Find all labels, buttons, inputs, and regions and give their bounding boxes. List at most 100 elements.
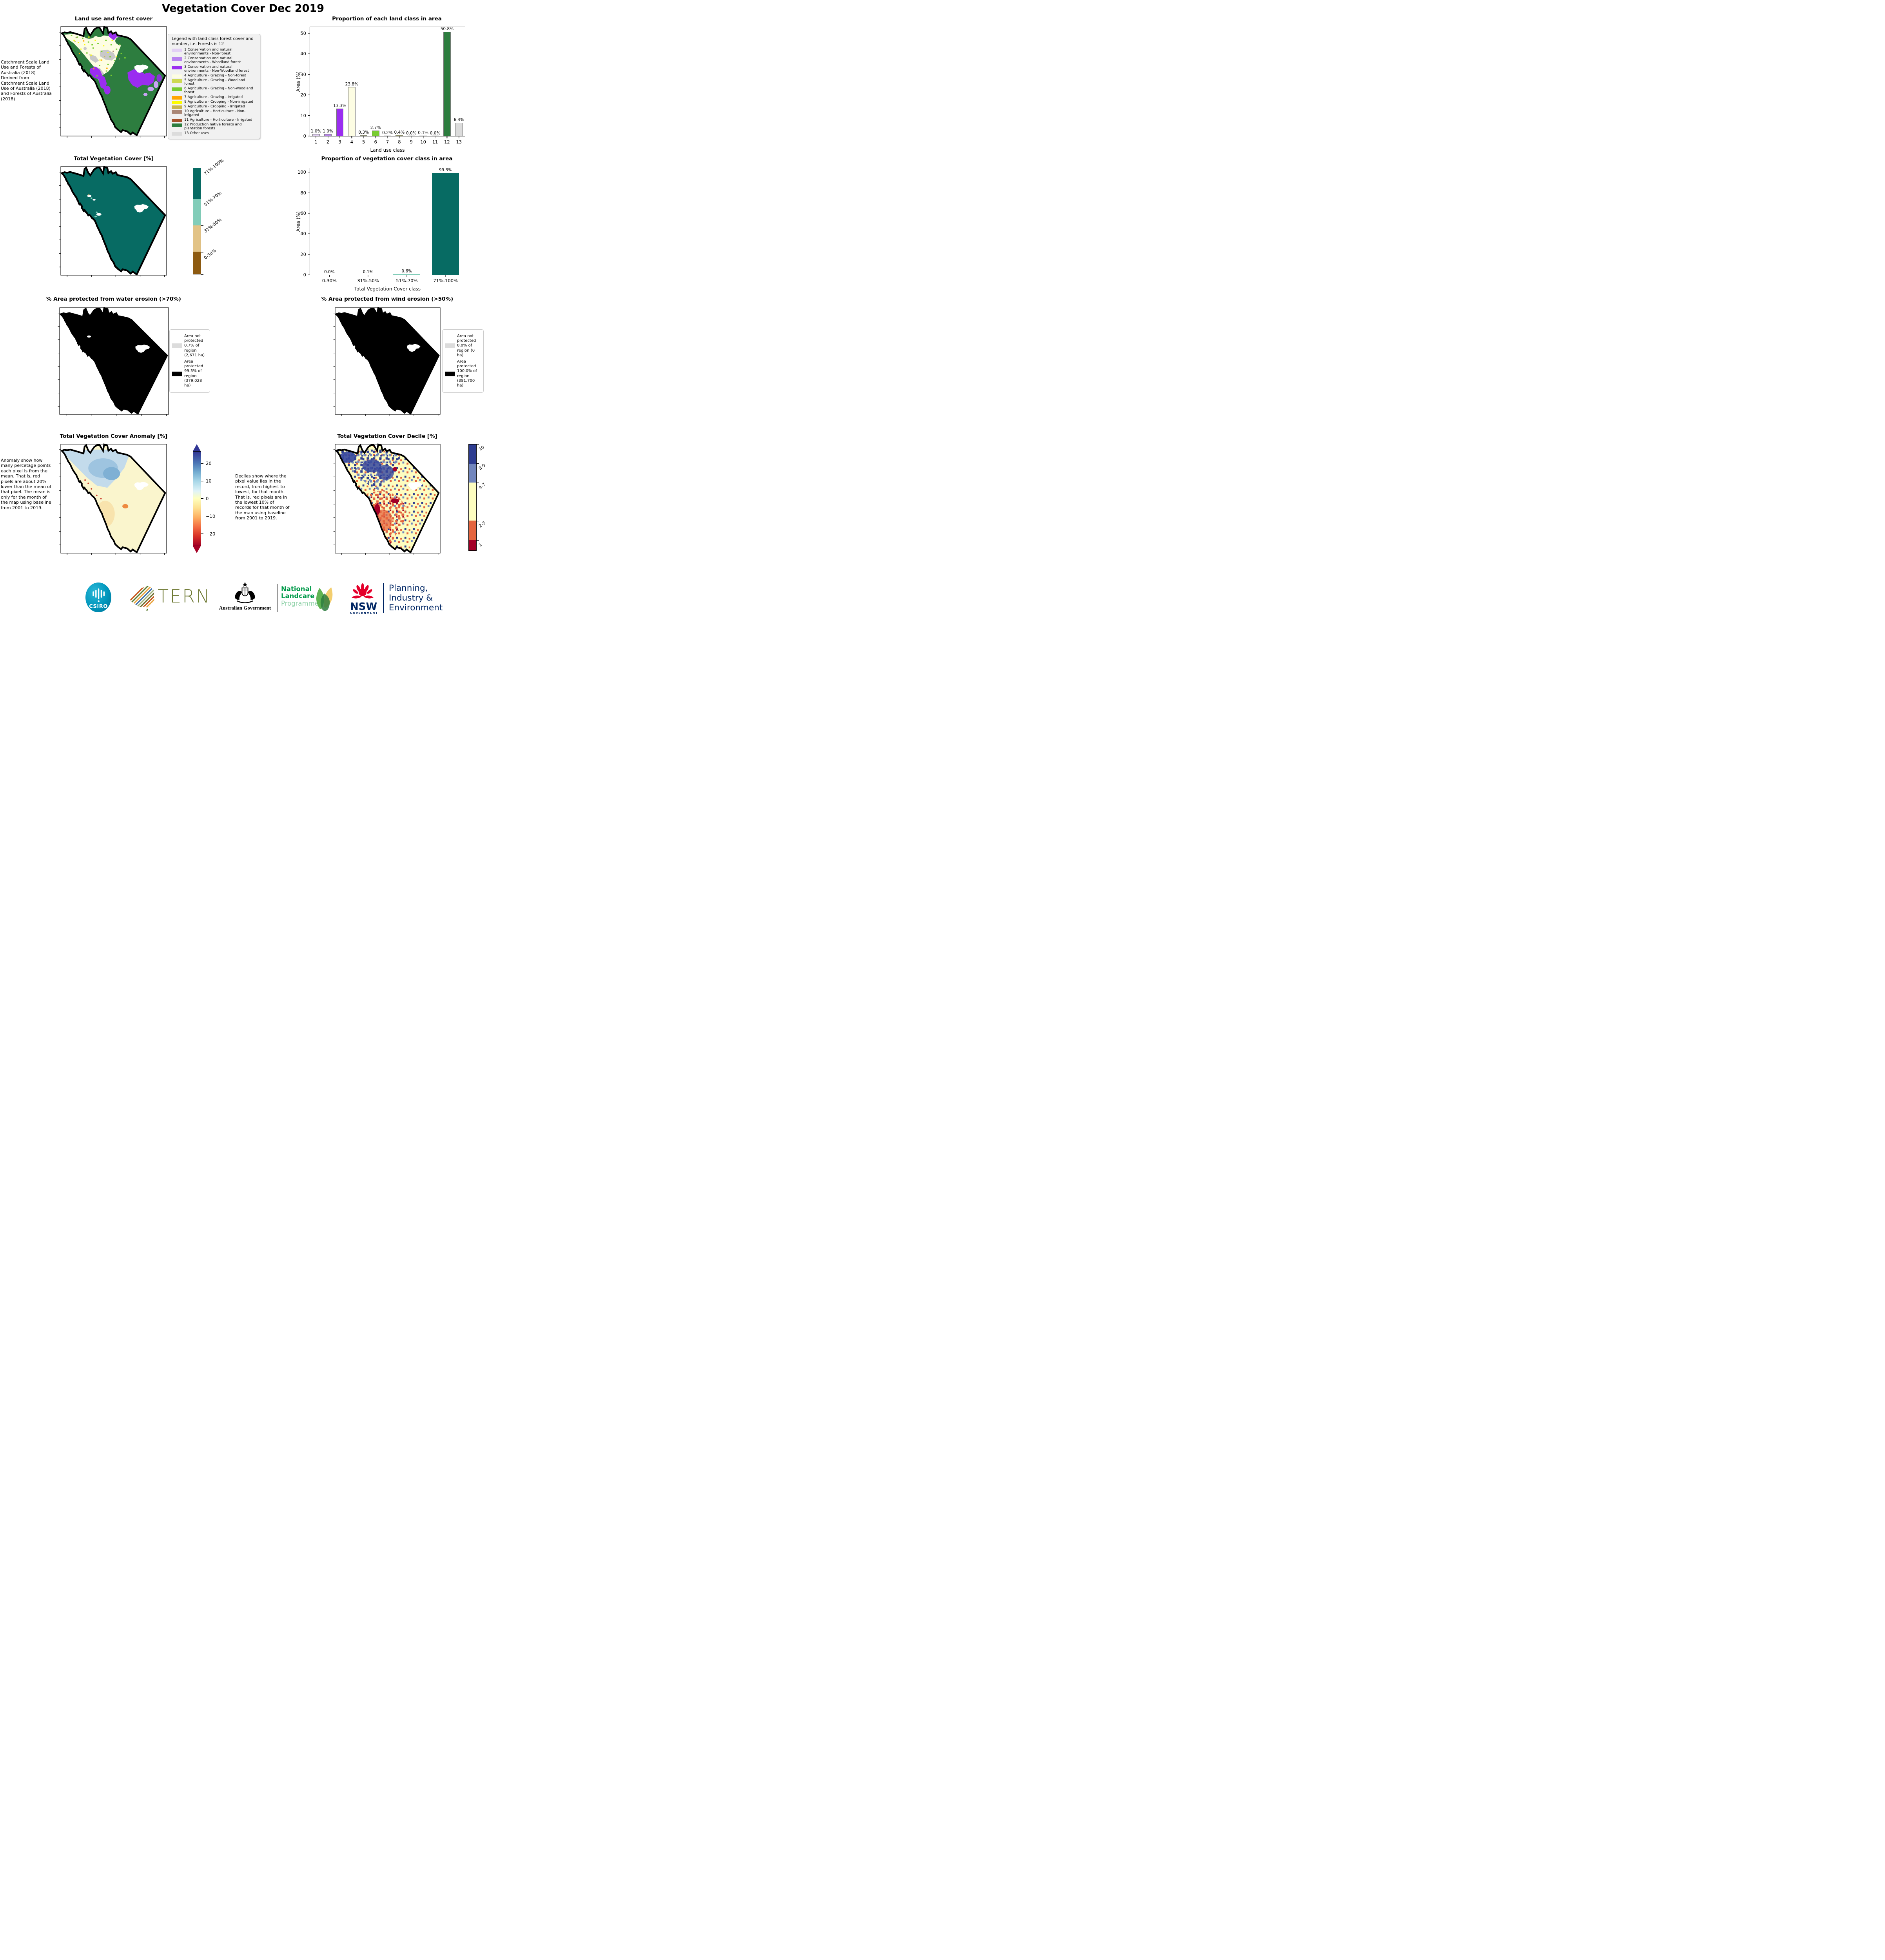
land-use-legend: Legend with land class forest cover and …: [168, 34, 260, 139]
x-tick-label: 5: [362, 139, 365, 145]
bar: [432, 173, 459, 275]
colorbar-label: 51%-70%: [203, 190, 223, 207]
y-tick-label: 10: [300, 113, 306, 118]
nsw-waratah-icon: [352, 583, 374, 599]
legend-swatch: [172, 57, 182, 61]
legend-label: 7 Agriculture - Grazing - Irrigated: [184, 95, 243, 100]
anomaly-raster: [62, 449, 149, 527]
legend-item: 11 Agriculture - Horticulture - Irrigate…: [172, 118, 256, 122]
x-tick: [329, 275, 330, 277]
x-tick: [387, 136, 388, 138]
colorbar-label: 10: [477, 444, 486, 452]
legend-swatch: [445, 371, 455, 376]
legend-label: Area not protected 0.7% of region (2,671…: [184, 334, 205, 358]
landcare-logo-text: National Landcare Programme: [281, 585, 319, 607]
bar: [360, 135, 368, 136]
colorbar-label: 2-3: [477, 520, 487, 529]
legend-label: 3 Conservation and natural environments …: [184, 65, 249, 73]
y-tick-label: 50: [300, 30, 306, 36]
legend-label: 10 Agriculture - Horticulture - Non-irri…: [184, 109, 246, 118]
bar-value-label: 2.7%: [370, 125, 381, 130]
water-erosion-map-title: % Area protected from water erosion (>70…: [46, 296, 181, 302]
decile-note: Deciles show where the pixel value lies …: [235, 474, 290, 521]
wind-erosion-map: [335, 308, 440, 414]
bar: [455, 123, 463, 136]
water-erosion-map: [60, 308, 169, 414]
colorbar-label: 4-7: [477, 482, 487, 490]
legend-item: 1 Conservation and natural environments …: [172, 48, 256, 56]
x-tick-label: 8: [398, 139, 401, 145]
dept-line-3: Environment: [389, 603, 443, 613]
bar-value-label: 0.6%: [401, 269, 412, 274]
wind-erosion-legend: Area not protected 0.0% of region (0 ha)…: [442, 329, 484, 393]
legend-swatch: [172, 118, 182, 122]
nsw-government-logo: NSW GOVERNMENT: [350, 581, 377, 615]
legend-swatch: [172, 343, 182, 348]
legend-swatch: [172, 105, 182, 109]
y-tick-label: 100: [298, 169, 306, 175]
legend-item: Area protected 99.3% of region (379,028 …: [172, 359, 207, 388]
anomaly-map-title: Total Vegetation Cover Anomaly [%]: [60, 433, 168, 439]
australian-government-label: Australian Government: [219, 605, 271, 611]
y-tick: [308, 115, 310, 116]
x-tick: [411, 136, 412, 138]
land-class-chart-title: Proportion of each land class in area: [332, 16, 442, 22]
x-tick-label: 2: [326, 139, 330, 145]
csiro-label: CSIRO: [89, 604, 108, 610]
legend-label: 11 Agriculture - Horticulture - Irrigate…: [184, 118, 252, 122]
x-tick-label: 71%-100%: [433, 278, 458, 283]
csiro-wave-icon: [93, 588, 105, 602]
colorbar-tick-label: 0: [206, 496, 209, 501]
decile-raster: [336, 444, 439, 553]
colorbar-tick-label: 10: [206, 478, 212, 484]
legend-item: 3 Conservation and natural environments …: [172, 65, 256, 73]
decile-map-title: Total Vegetation Cover Decile [%]: [337, 433, 437, 439]
y-tick-label: 0: [303, 272, 306, 278]
legend-item: Area not protected 0.0% of region (0 ha): [445, 334, 481, 358]
wind-erosion-map-title: % Area protected from wind erosion (>50%…: [321, 296, 454, 302]
y-axis-label: Area (%): [296, 71, 301, 92]
x-tick-label: 13: [456, 139, 462, 145]
bar-value-label: 0.0%: [430, 131, 441, 136]
legend-label: Area protected 99.3% of region (379,028 …: [184, 359, 203, 388]
y-tick: [308, 274, 310, 275]
landcare-line-2: Landcare: [281, 592, 315, 600]
landcare-line-1: National: [281, 585, 312, 593]
bar-value-label: 99.3%: [439, 168, 452, 173]
colorbar-label: 71%-100%: [203, 158, 225, 176]
bar-value-label: 6.4%: [454, 118, 464, 123]
x-tick: [406, 275, 407, 277]
colorbar-tick: [201, 498, 203, 499]
colorbar-gradient: [193, 451, 201, 546]
x-tick-label: 1: [314, 139, 317, 145]
colorbar-tick: [477, 463, 479, 464]
nsw-label: NSW: [350, 601, 377, 613]
bar-value-label: 23.8%: [345, 82, 359, 87]
colorbar-tick-label: 20: [206, 461, 212, 466]
y-tick: [308, 192, 310, 193]
y-tick-label: 80: [300, 190, 306, 196]
anomaly-note: Anomaly show how many percetage points e…: [1, 458, 51, 510]
legend-label: Area not protected 0.0% of region (0 ha): [457, 334, 476, 358]
colorbar-tick: [477, 540, 479, 541]
tern-label: TERN: [158, 586, 211, 607]
bar-value-label: 0.0%: [406, 131, 417, 136]
bar: [393, 274, 421, 275]
colorbar-arrow-up: [193, 444, 201, 451]
x-tick-label: 10: [420, 139, 426, 145]
land-use-map-title: Land use and forest cover: [74, 16, 153, 22]
footer-divider: [277, 584, 278, 612]
x-tick-label: 12: [444, 139, 450, 145]
veg-class-chart-title: Proportion of vegetation cover class in …: [321, 156, 453, 162]
australian-government-crest: [235, 582, 255, 603]
legend-item: 6 Agriculture - Grazing - Non-woodland f…: [172, 87, 256, 95]
legend-swatch: [172, 49, 182, 53]
x-tick-label: 4: [350, 139, 354, 145]
land-use-legend-items: 1 Conservation and natural environments …: [172, 48, 256, 136]
legend-swatch: [172, 65, 182, 69]
colorbar-segment: [469, 445, 476, 464]
colorbar-tick: [201, 463, 203, 464]
dept-line-2: Industry &: [389, 593, 433, 603]
bar-value-label: 0.3%: [358, 130, 369, 135]
colorbar-segment: [193, 168, 201, 199]
